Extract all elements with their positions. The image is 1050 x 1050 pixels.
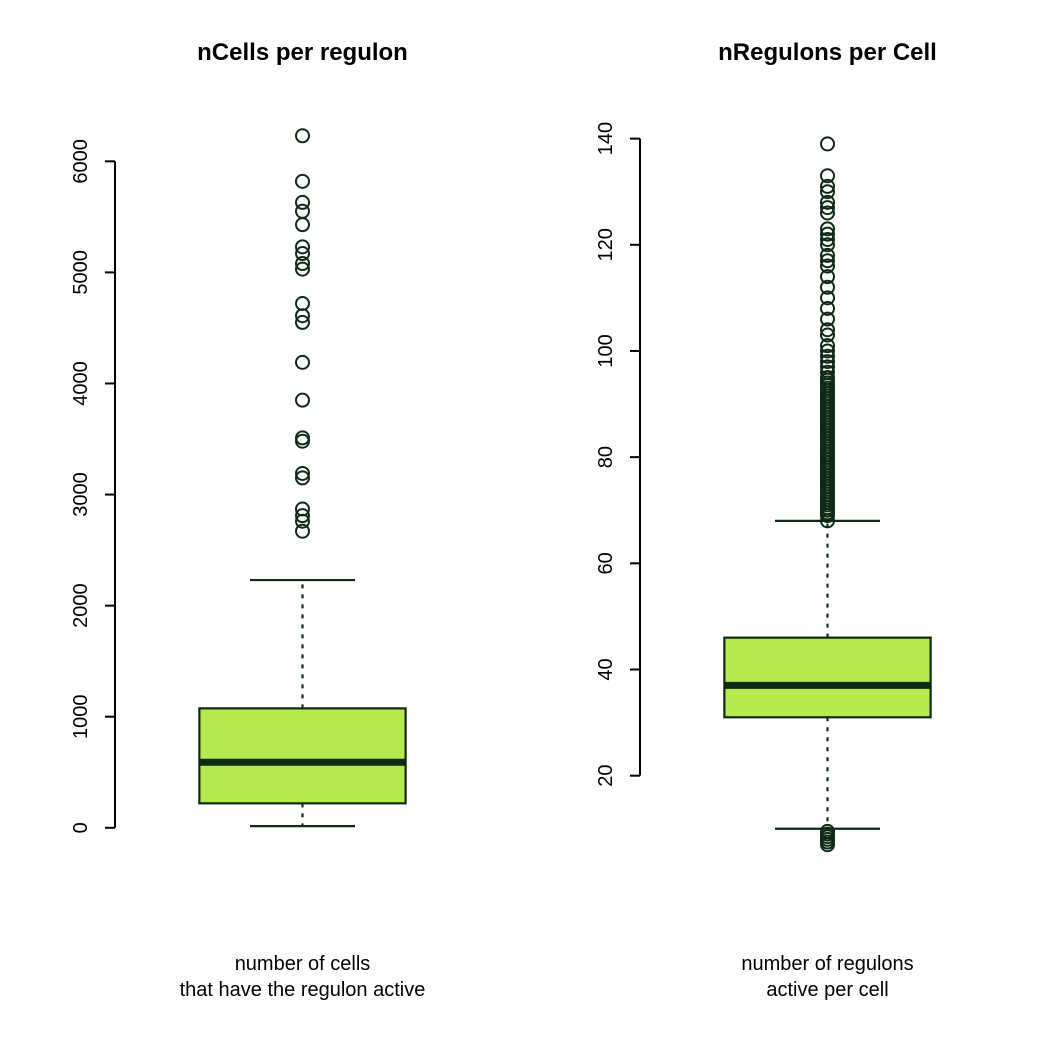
right-boxplot-panel: nRegulons per Cell 20 40 60 80 100 120 140 numbe…	[595, 39, 937, 1001]
y-tick-label: 0	[70, 822, 92, 833]
outlier-point	[296, 218, 309, 231]
outlier-point	[296, 175, 309, 188]
box	[724, 638, 930, 718]
y-tick-label: 40	[595, 658, 617, 680]
y-tick-label: 80	[595, 446, 617, 468]
y-tick-label: 100	[595, 334, 617, 367]
panel-title: nRegulons per Cell	[718, 39, 937, 66]
y-tick-label: 1000	[70, 694, 92, 739]
figure-container: nCells per regulon 0 1000 2000 3000 4000 5000 6…	[0, 0, 1050, 1050]
outlier-point	[821, 137, 834, 150]
outlier-point	[296, 297, 309, 310]
x-label-line1: number of regulons	[741, 953, 913, 975]
box	[199, 708, 405, 803]
x-label-line2: active per cell	[766, 979, 888, 1001]
y-tick-label: 140	[595, 122, 617, 155]
left-boxplot-panel: nCells per regulon 0 1000 2000 3000 4000 5000 6…	[70, 39, 425, 1001]
y-tick-label: 6000	[70, 139, 92, 184]
panel-title: nCells per regulon	[197, 39, 408, 66]
outlier-point	[296, 129, 309, 142]
outlier-point	[296, 356, 309, 369]
x-label-line2: that have the regulon active	[180, 979, 426, 1001]
y-tick-label: 60	[595, 552, 617, 574]
y-tick-label: 4000	[70, 361, 92, 406]
y-tick-label: 5000	[70, 250, 92, 295]
figure-svg: nCells per regulon 0 1000 2000 3000 4000 5000 6…	[0, 0, 1050, 1050]
y-tick-label: 2000	[70, 583, 92, 628]
y-tick-label: 20	[595, 765, 617, 787]
outlier-point	[296, 196, 309, 209]
y-tick-label: 3000	[70, 472, 92, 517]
outlier-point	[296, 394, 309, 407]
x-label-line1: number of cells	[235, 953, 371, 975]
y-tick-label: 120	[595, 228, 617, 261]
